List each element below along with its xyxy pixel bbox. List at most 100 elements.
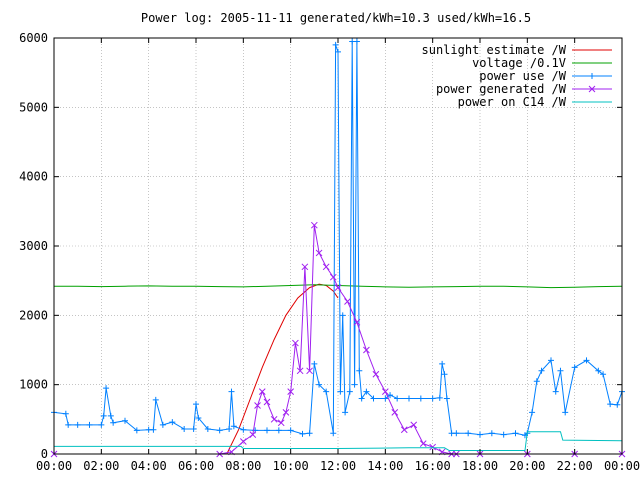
data-point: [190, 426, 197, 433]
data-point: [465, 430, 472, 437]
data-point: [391, 409, 399, 416]
data-point: [500, 431, 507, 438]
data-point: [122, 417, 128, 424]
data-point: [419, 440, 427, 447]
data-point: [443, 395, 450, 402]
legend-label: power on C14 /W: [458, 95, 567, 109]
legend-item: sunlight estimate /W: [422, 43, 612, 57]
data-point: [614, 401, 621, 408]
data-point: [193, 401, 199, 408]
data-point: [296, 367, 304, 375]
data-point: [441, 371, 448, 378]
data-point: [400, 426, 408, 434]
legend-marker: [588, 85, 596, 93]
x-tick-label: 00:00: [604, 459, 640, 473]
data-point: [346, 388, 353, 395]
data-point: [342, 409, 349, 416]
data-point: [169, 419, 176, 426]
legend-label: power generated /W: [436, 82, 567, 96]
series-voltage-0-1v: [54, 284, 623, 289]
x-axis: 00:00 02:00 04:00 06:00 08:00 10:00 12:00 14:00…: [36, 38, 640, 473]
data-point: [254, 402, 261, 409]
x-tick-label: 22:00: [557, 459, 593, 473]
data-point: [353, 318, 361, 326]
data-point: [98, 421, 105, 428]
legend-marker: [589, 73, 595, 79]
series-line: [54, 284, 623, 289]
data-point: [226, 426, 233, 433]
data-point: [86, 421, 93, 428]
legend-label: power use /W: [479, 69, 566, 83]
data-point: [548, 357, 554, 364]
data-point: [239, 438, 247, 445]
data-point: [299, 430, 306, 437]
data-point: [270, 415, 278, 423]
data-point: [339, 312, 346, 319]
series-line: [54, 431, 623, 451]
data-point: [230, 423, 237, 430]
data-point: [571, 364, 578, 371]
data-point: [216, 427, 223, 434]
data-point: [264, 427, 270, 434]
data-point: [311, 360, 318, 367]
data-point: [552, 388, 559, 395]
data-point: [150, 426, 157, 433]
series-line: [226, 283, 339, 455]
data-point: [583, 357, 590, 364]
y-tick-label: 6000: [19, 31, 48, 45]
data-point: [316, 381, 323, 388]
x-tick-label: 04:00: [131, 459, 167, 473]
data-point: [529, 409, 536, 416]
data-point: [152, 396, 159, 403]
grid-lines: [54, 38, 622, 454]
x-tick-label: 12:00: [320, 459, 356, 473]
data-point: [204, 426, 211, 433]
data-point: [595, 367, 602, 374]
data-point: [600, 371, 607, 378]
data-point: [258, 388, 266, 395]
data-point: [301, 263, 309, 271]
data-point: [195, 414, 202, 421]
x-tick-label: 00:00: [36, 459, 72, 473]
data-point: [306, 367, 313, 375]
data-point: [344, 298, 351, 305]
data-point: [370, 395, 377, 402]
x-tick-label: 20:00: [509, 459, 545, 473]
data-point: [315, 249, 323, 257]
data-point: [512, 430, 519, 437]
data-point: [277, 419, 285, 427]
data-point: [410, 421, 418, 429]
data-point: [477, 431, 483, 438]
x-tick-label: 16:00: [415, 459, 451, 473]
data-point: [62, 410, 69, 417]
data-point: [533, 378, 540, 385]
x-tick-label: 06:00: [178, 459, 214, 473]
data-point: [329, 273, 337, 281]
y-axis: 0 1000 2000 3000 4000 5000 6000: [19, 31, 622, 461]
series-sunlight-estimate-w: [226, 283, 339, 455]
legend-item: voltage /0.1V: [472, 56, 612, 70]
data-point: [439, 360, 446, 367]
data-point: [287, 427, 294, 434]
y-tick-label: 5000: [19, 100, 48, 114]
data-point: [240, 426, 247, 433]
data-point: [275, 427, 282, 434]
data-point: [363, 346, 370, 354]
data-point: [538, 367, 545, 374]
x-tick-label: 08:00: [225, 459, 261, 473]
y-tick-label: 2000: [19, 308, 48, 322]
legend-item: power on C14 /W: [458, 95, 612, 109]
y-tick-label: 1000: [19, 378, 48, 392]
series-line: [54, 225, 622, 455]
data-point: [310, 221, 318, 229]
data-point: [607, 401, 614, 408]
data-point: [228, 388, 235, 395]
data-point: [159, 421, 166, 428]
data-point: [322, 263, 330, 271]
x-tick-label: 10:00: [273, 459, 309, 473]
data-point: [332, 41, 339, 48]
series-power-on-c14-w: [54, 431, 623, 451]
legend-label: voltage /0.1V: [472, 56, 566, 70]
